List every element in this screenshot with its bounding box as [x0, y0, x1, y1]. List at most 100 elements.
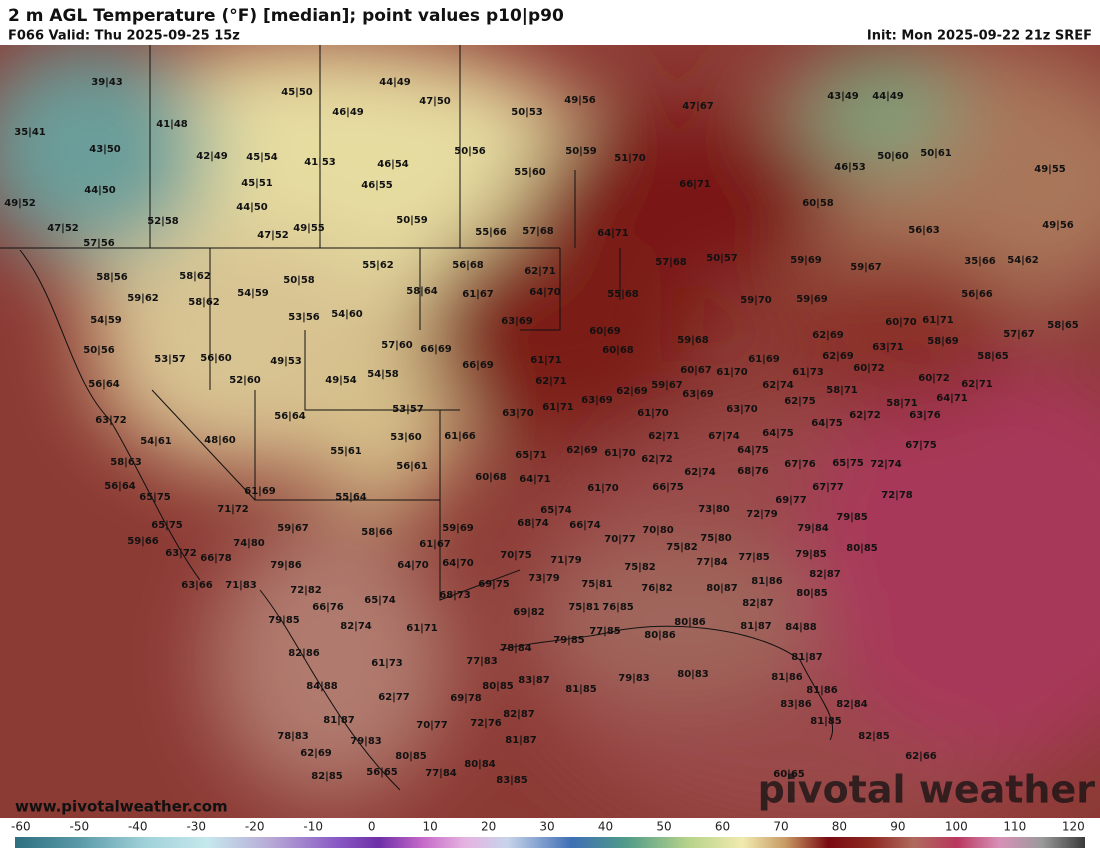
point-value: 79|85	[836, 512, 868, 523]
point-value: 56|64	[104, 481, 136, 492]
point-value: 77|84	[696, 557, 728, 568]
point-value: 62|69	[812, 330, 844, 341]
point-value: 63|66	[181, 580, 213, 591]
point-value: 56|66	[961, 289, 993, 300]
point-value: 66|76	[312, 602, 344, 613]
point-value: 47|50	[419, 96, 451, 107]
point-value: 49|56	[1042, 220, 1074, 231]
point-value: 62|71	[961, 379, 993, 390]
point-value: 64|71	[936, 393, 968, 404]
point-value: 52|60	[229, 375, 261, 386]
point-value: 44|49	[872, 91, 904, 102]
point-value: 62|75	[784, 396, 816, 407]
point-value: 45|50	[281, 87, 313, 98]
colorbar-tick-label: 20	[481, 820, 496, 834]
point-value: 75|82	[624, 562, 656, 573]
point-value: 50|57	[706, 253, 738, 264]
point-value: 66|75	[652, 482, 684, 493]
point-value: 59|66	[127, 536, 159, 547]
point-value: 57|68	[522, 226, 554, 237]
point-value: 70|75	[500, 550, 532, 561]
point-value: 51|70	[614, 153, 646, 164]
point-value: 57|56	[83, 238, 115, 249]
colorbar-tick-label: -10	[303, 820, 323, 834]
colorbar-tick-label: 70	[773, 820, 788, 834]
point-value: 62|69	[566, 445, 598, 456]
point-value: 69|75	[478, 579, 510, 590]
point-value: 82|85	[311, 771, 343, 782]
point-value: 59|62	[127, 293, 159, 304]
point-value: 41|53	[304, 157, 336, 168]
point-value: 55|66	[475, 227, 507, 238]
point-value: 44|49	[379, 77, 411, 88]
point-value: 62|77	[378, 692, 410, 703]
point-value: 77|85	[589, 626, 621, 637]
valid-time: F066 Valid: Thu 2025-09-25 15z	[8, 29, 240, 44]
point-value: 59|67	[850, 262, 882, 273]
point-value: 62|71	[535, 376, 567, 387]
point-value: 43|50	[89, 144, 121, 155]
point-value: 63|72	[165, 548, 197, 559]
point-value: 39|43	[91, 77, 123, 88]
watermark-brand: pivotal weather	[758, 768, 1096, 812]
point-value: 61|67	[419, 539, 451, 550]
init-time: Init: Mon 2025-09-22 21z SREF	[867, 29, 1092, 44]
point-value: 49|55	[293, 223, 325, 234]
point-value: 59|68	[677, 335, 709, 346]
point-value: 41|48	[156, 119, 188, 130]
colorbar-tick-label: -20	[245, 820, 265, 834]
point-value: 58|62	[188, 297, 220, 308]
point-value: 57|68	[655, 257, 687, 268]
point-value: 73|80	[698, 504, 730, 515]
point-value: 45|54	[246, 152, 278, 163]
point-value: 78|84	[500, 643, 532, 654]
point-value: 81|87	[505, 735, 537, 746]
point-value: 63|72	[95, 415, 127, 426]
point-value: 76|82	[641, 583, 673, 594]
point-value: 74|80	[233, 538, 265, 549]
point-value: 72|76	[470, 718, 502, 729]
point-value: 82|87	[809, 569, 841, 580]
point-value: 53|57	[154, 354, 186, 365]
point-value: 60|68	[475, 472, 507, 483]
colorbar-tick-label: 0	[368, 820, 376, 834]
point-value: 82|84	[836, 699, 868, 710]
point-value: 59|67	[651, 380, 683, 391]
point-value: 67|77	[812, 482, 844, 493]
point-value: 62|69	[616, 386, 648, 397]
point-value: 66|69	[420, 344, 452, 355]
point-value: 48|60	[204, 435, 236, 446]
point-value: 67|75	[905, 440, 937, 451]
point-value: 56|60	[200, 353, 232, 364]
point-value: 70|80	[642, 525, 674, 536]
colorbar-tick-label: 90	[890, 820, 905, 834]
point-value: 49|56	[564, 95, 596, 106]
point-value: 63|70	[502, 408, 534, 419]
point-value: 49|55	[1034, 164, 1066, 175]
point-value: 82|87	[503, 709, 535, 720]
point-value: 58|65	[977, 351, 1009, 362]
point-value: 77|85	[738, 552, 770, 563]
point-value: 80|84	[464, 759, 496, 770]
point-value: 80|85	[395, 751, 427, 762]
point-value: 58|66	[361, 527, 393, 538]
point-value: 47|67	[682, 101, 714, 112]
point-value: 55|60	[514, 167, 546, 178]
point-value: 65|74	[364, 595, 396, 606]
point-value: 54|61	[140, 436, 172, 447]
point-value: 83|87	[518, 675, 550, 686]
point-value: 79|85	[268, 615, 300, 626]
point-value: 49|54	[325, 375, 357, 386]
point-value: 70|77	[416, 720, 448, 731]
point-value: 50|56	[83, 345, 115, 356]
point-value: 59|69	[790, 255, 822, 266]
point-value: 82|85	[858, 731, 890, 742]
point-value: 58|62	[179, 271, 211, 282]
point-value: 71|72	[217, 504, 249, 515]
point-value: 79|83	[618, 673, 650, 684]
point-value: 46|53	[834, 162, 866, 173]
point-value: 75|81	[581, 579, 613, 590]
point-value: 79|86	[270, 560, 302, 571]
point-value: 62|66	[905, 751, 937, 762]
colorbar-tick-label: 30	[539, 820, 554, 834]
